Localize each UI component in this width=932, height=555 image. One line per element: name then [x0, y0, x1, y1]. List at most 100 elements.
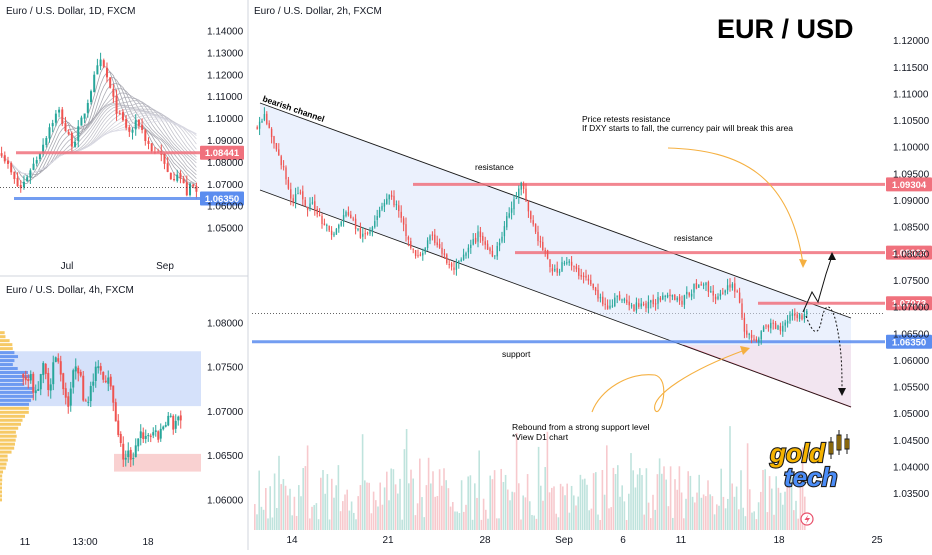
main-price-axis[interactable]: 1.12000 1.11500 1.11000 1.10500 1.10000 1.095… — [893, 36, 930, 500]
candle-body[interactable] — [333, 233, 335, 236]
candle-body[interactable] — [87, 401, 90, 403]
candle-body[interactable] — [278, 149, 280, 156]
candle-body[interactable] — [61, 109, 64, 124]
candle-body[interactable] — [741, 303, 743, 318]
candle-body[interactable] — [527, 201, 530, 212]
candle-body[interactable] — [162, 426, 165, 430]
candle-body[interactable] — [99, 59, 102, 67]
candle-body[interactable] — [590, 280, 592, 285]
candle-body[interactable] — [182, 178, 185, 184]
candle-body[interactable] — [154, 430, 157, 432]
candle-body[interactable] — [431, 234, 434, 236]
candle-body[interactable] — [609, 305, 611, 309]
candle-body[interactable] — [83, 113, 86, 119]
candle-body[interactable] — [256, 126, 258, 130]
candle-body[interactable] — [796, 314, 798, 318]
candle-body[interactable] — [297, 193, 299, 195]
channel-lower-line[interactable] — [259, 189, 852, 408]
candle-body[interactable] — [762, 326, 765, 332]
candle-body[interactable] — [263, 114, 266, 120]
candle-body[interactable] — [474, 237, 477, 243]
daily-time-axis[interactable]: Jul Sep — [61, 261, 175, 272]
candle-body[interactable] — [467, 247, 470, 253]
candle-body[interactable] — [109, 376, 112, 387]
candle-body[interactable] — [29, 170, 32, 178]
candle-body[interactable] — [400, 211, 402, 218]
candle-body[interactable] — [657, 297, 659, 304]
candle-body[interactable] — [107, 377, 110, 384]
candle-body[interactable] — [434, 234, 436, 243]
candle-body[interactable] — [381, 206, 383, 210]
candle-body[interactable] — [173, 178, 176, 181]
candle-body[interactable] — [304, 199, 306, 206]
candle-body[interactable] — [592, 283, 594, 289]
candle-body[interactable] — [328, 225, 330, 231]
candle-body[interactable] — [486, 243, 489, 250]
main-level-tag[interactable] — [886, 245, 932, 260]
candle-body[interactable] — [676, 297, 678, 301]
candle-body[interactable] — [633, 304, 635, 312]
candle-body[interactable] — [77, 367, 80, 374]
candle-body[interactable] — [448, 264, 450, 266]
candle-body[interactable] — [306, 206, 309, 210]
candle-body[interactable] — [347, 212, 350, 216]
candle-body[interactable] — [121, 112, 124, 121]
candle-body[interactable] — [640, 303, 642, 307]
candle-body[interactable] — [49, 384, 52, 391]
candle-body[interactable] — [179, 173, 182, 179]
candle-body[interactable] — [34, 390, 37, 394]
candle-body[interactable] — [67, 132, 70, 135]
candle-body[interactable] — [285, 167, 287, 180]
candle-body[interactable] — [683, 295, 686, 305]
candle-body[interactable] — [52, 362, 55, 385]
candle-body[interactable] — [606, 305, 609, 309]
candle-body[interactable] — [13, 171, 16, 180]
candle-body[interactable] — [169, 415, 172, 417]
candle-body[interactable] — [518, 188, 520, 198]
main-level-tag[interactable] — [886, 334, 932, 349]
candle-body[interactable] — [746, 330, 748, 335]
candle-body[interactable] — [185, 182, 188, 196]
candle-body[interactable] — [179, 415, 182, 421]
candle-body[interactable] — [724, 290, 726, 293]
candle-body[interactable] — [22, 181, 25, 188]
candle-body[interactable] — [70, 132, 73, 147]
candle-body[interactable] — [729, 284, 731, 288]
h4-price-axis[interactable]: 1.08000 1.07500 1.07000 1.06500 1.06000 — [207, 318, 244, 506]
candle-body[interactable] — [24, 376, 27, 381]
candle-body[interactable] — [426, 240, 429, 248]
candle-body[interactable] — [395, 204, 398, 206]
daily-price-axis[interactable]: 1.14000 1.13000 1.12000 1.11000 1.10000 1.090… — [207, 26, 244, 234]
candle-body[interactable] — [575, 266, 578, 270]
candle-body[interactable] — [503, 226, 506, 237]
candle-body[interactable] — [192, 184, 195, 187]
candle-body[interactable] — [470, 244, 472, 249]
candle-body[interactable] — [671, 294, 674, 297]
candle-body[interactable] — [163, 153, 166, 164]
candle-body[interactable] — [666, 295, 669, 298]
candle-body[interactable] — [258, 121, 261, 129]
candle-body[interactable] — [472, 239, 474, 245]
candle-body[interactable] — [129, 449, 132, 460]
candle-body[interactable] — [176, 174, 179, 181]
candle-body[interactable] — [455, 262, 458, 270]
candle-body[interactable] — [803, 313, 806, 320]
candle-body[interactable] — [35, 160, 38, 164]
candle-body[interactable] — [410, 241, 412, 249]
candle-body[interactable] — [784, 322, 786, 326]
candle-body[interactable] — [450, 263, 453, 267]
candle-body[interactable] — [498, 242, 501, 246]
candle-body[interactable] — [407, 237, 410, 240]
candle-body[interactable] — [150, 143, 153, 152]
candle-body[interactable] — [546, 250, 549, 259]
candle-body[interactable] — [115, 95, 118, 114]
candle-body[interactable] — [462, 254, 465, 260]
candle-body[interactable] — [690, 293, 693, 297]
candle-body[interactable] — [311, 202, 314, 204]
demand-zone[interactable] — [114, 453, 201, 472]
candle-body[interactable] — [530, 211, 532, 220]
candle-body[interactable] — [104, 380, 107, 383]
candle-body[interactable] — [357, 228, 359, 231]
candle-body[interactable] — [539, 241, 542, 243]
candle-body[interactable] — [64, 388, 67, 398]
